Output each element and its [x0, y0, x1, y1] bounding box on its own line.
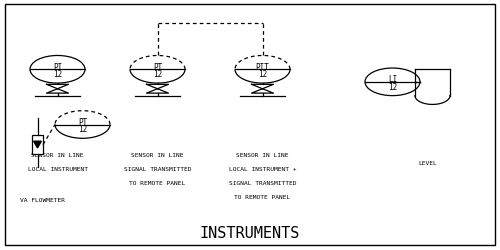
- Text: PT: PT: [78, 117, 87, 126]
- Text: VA FLOWMETER: VA FLOWMETER: [20, 198, 65, 202]
- Text: INSTRUMENTS: INSTRUMENTS: [200, 225, 300, 240]
- Text: 12: 12: [153, 70, 162, 79]
- Text: TO REMOTE PANEL: TO REMOTE PANEL: [234, 194, 290, 199]
- Text: PT: PT: [153, 62, 162, 71]
- Text: LEVEL: LEVEL: [418, 160, 437, 165]
- Text: PIT: PIT: [256, 62, 270, 71]
- Text: PI: PI: [53, 62, 62, 71]
- Text: SENSOR IN LINE: SENSOR IN LINE: [131, 152, 184, 158]
- Text: SENSOR IN LINE: SENSOR IN LINE: [236, 152, 289, 158]
- Text: SENSOR IN LINE: SENSOR IN LINE: [31, 152, 84, 158]
- Text: LOCAL INSTRUMENT +: LOCAL INSTRUMENT +: [229, 166, 296, 171]
- Text: 12: 12: [388, 82, 397, 91]
- Polygon shape: [365, 69, 420, 96]
- Polygon shape: [30, 56, 85, 84]
- Text: LOCAL INSTRUMENT: LOCAL INSTRUMENT: [28, 166, 88, 171]
- Polygon shape: [55, 111, 110, 139]
- Polygon shape: [34, 142, 42, 148]
- Text: 12: 12: [78, 125, 87, 134]
- Text: LI: LI: [388, 75, 397, 84]
- Polygon shape: [130, 56, 185, 84]
- Bar: [32, 136, 43, 154]
- Text: TO REMOTE PANEL: TO REMOTE PANEL: [130, 180, 186, 185]
- Text: SIGNAL TRANSMITTED: SIGNAL TRANSMITTED: [229, 180, 296, 185]
- Text: SIGNAL TRANSMITTED: SIGNAL TRANSMITTED: [124, 166, 191, 171]
- Polygon shape: [235, 56, 290, 84]
- Text: 12: 12: [53, 70, 62, 79]
- Text: 12: 12: [258, 70, 267, 79]
